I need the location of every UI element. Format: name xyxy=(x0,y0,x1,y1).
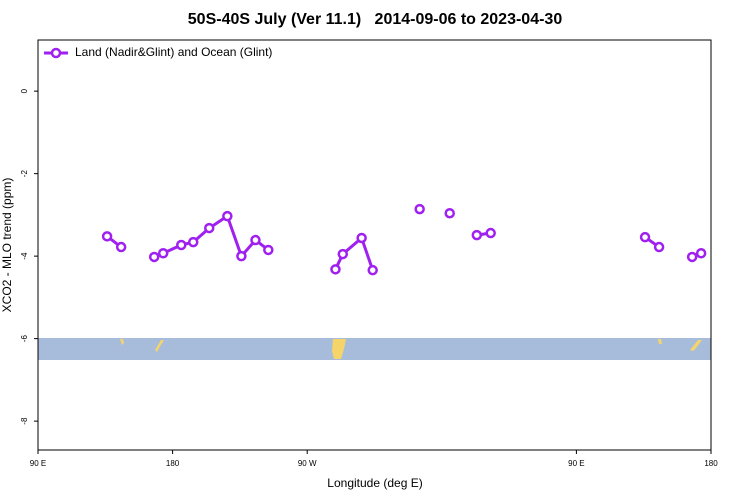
chart-title: 50S-40S July (Ver 11.1) 2014-09-06 to 20… xyxy=(188,11,563,28)
data-point xyxy=(337,248,349,260)
data-point xyxy=(686,251,698,263)
data-point xyxy=(222,210,233,222)
data-point xyxy=(148,251,160,263)
data-point xyxy=(250,234,261,246)
data-point xyxy=(414,203,425,215)
legend: Land (Nadir&Glint) and Ocean (Glint) xyxy=(44,45,272,59)
plot-frame xyxy=(37,39,712,451)
data-point xyxy=(639,231,651,243)
data-point xyxy=(203,222,215,234)
y-tick-label: 0 xyxy=(20,88,29,93)
x-tick-label: 180 xyxy=(704,459,718,468)
map-strip xyxy=(38,338,711,360)
y-tick-label: -2 xyxy=(20,170,29,178)
data-point xyxy=(330,264,341,275)
x-tick-label: 90 W xyxy=(298,459,317,468)
y-tick-label: -8 xyxy=(20,417,29,425)
data-point xyxy=(367,264,378,276)
data-point xyxy=(115,241,127,253)
y-tick-label: -6 xyxy=(20,335,29,343)
y-tick-label: -4 xyxy=(20,252,29,260)
data-point xyxy=(101,231,113,242)
y-axis-label: XCO2 - MLO trend (ppm) xyxy=(0,178,14,313)
x-tick-label: 180 xyxy=(166,459,180,468)
x-tick-label: 90 E xyxy=(568,459,584,468)
data-point xyxy=(653,241,665,253)
x-axis-label: Longitude (deg E) xyxy=(327,476,422,490)
data-point xyxy=(176,239,187,251)
data-point xyxy=(356,232,367,244)
x-tick-label: 90 E xyxy=(30,459,46,468)
data-point xyxy=(263,244,274,256)
legend-label: Land (Nadir&Glint) and Ocean (Glint) xyxy=(75,45,272,59)
data-point xyxy=(444,207,455,219)
data-point xyxy=(187,236,199,248)
data-point xyxy=(485,227,496,239)
data-point xyxy=(236,250,247,262)
data-point xyxy=(695,247,707,259)
legend-marker xyxy=(50,47,62,59)
data-point xyxy=(471,229,483,241)
data-point xyxy=(157,247,169,259)
